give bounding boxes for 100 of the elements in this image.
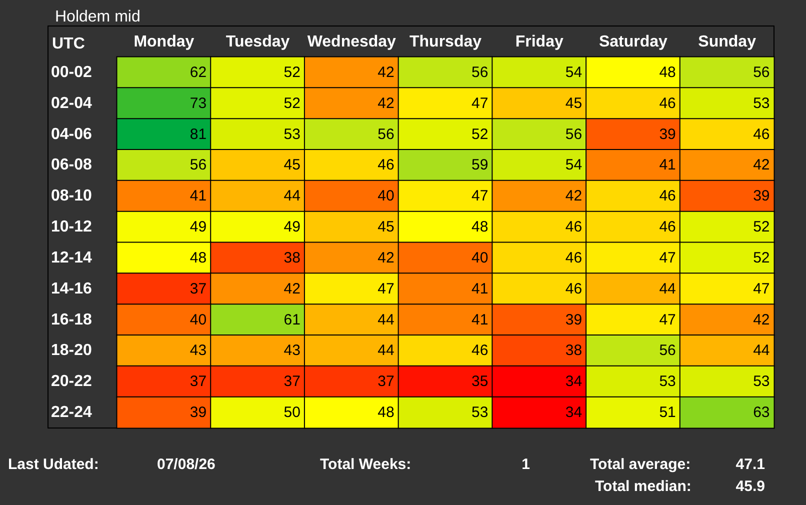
text: 07/08/26 <box>157 456 216 473</box>
data-label: 41 <box>471 280 488 298</box>
text: Total average: <box>590 456 691 473</box>
data-label: 52 <box>284 64 300 81</box>
y-tick-label: 20-22 <box>51 373 92 390</box>
data-label: 56 <box>753 64 770 81</box>
data-label: 42 <box>378 94 394 112</box>
data-label: 53 <box>659 373 676 390</box>
data-label: 48 <box>378 404 394 422</box>
data-label: 37 <box>378 373 394 390</box>
data-label: 40 <box>190 311 207 328</box>
data-label: 50 <box>284 404 300 422</box>
x-tick-label: Friday <box>515 34 564 50</box>
data-label: 44 <box>378 311 394 328</box>
data-label: 47 <box>659 249 676 266</box>
y-tick-label: 16-18 <box>51 311 92 328</box>
chart-title: Holdem mid <box>55 8 140 26</box>
y-tick-label: 08-10 <box>51 188 92 205</box>
data-label: 49 <box>284 218 300 236</box>
data-label: 37 <box>190 280 207 298</box>
data-label: 44 <box>753 342 770 360</box>
data-label: 53 <box>753 94 770 112</box>
data-label: 48 <box>190 249 207 266</box>
data-label: 46 <box>378 156 394 174</box>
data-label: 53 <box>284 126 300 143</box>
text: 1 <box>522 456 530 473</box>
y-tick-label: 10-12 <box>51 218 92 236</box>
data-label: 61 <box>284 311 300 328</box>
data-label: 56 <box>471 64 488 81</box>
data-label: 52 <box>753 249 770 266</box>
data-label: 46 <box>659 188 676 205</box>
data-label: 56 <box>565 126 582 143</box>
data-label: 53 <box>753 373 770 390</box>
data-label: 52 <box>471 126 488 143</box>
y-tick-label: 00-02 <box>51 64 92 81</box>
y-tick-label: 02-04 <box>51 94 92 112</box>
text: 45.9 <box>736 478 766 495</box>
data-label: 37 <box>190 373 207 390</box>
data-label: 56 <box>190 156 207 174</box>
x-tick-label: Saturday <box>598 34 668 50</box>
data-label: 40 <box>378 188 394 205</box>
data-label: 53 <box>471 404 488 422</box>
data-label: 49 <box>190 218 207 236</box>
x-tick-label: Thursday <box>409 34 482 50</box>
data-label: 81 <box>190 126 207 143</box>
data-label: 38 <box>565 342 582 360</box>
data-label: 51 <box>659 404 676 422</box>
data-label: 38 <box>284 249 300 266</box>
data-label: 47 <box>471 94 488 112</box>
y-tick-label: 14-16 <box>51 280 92 298</box>
y-tick-label: 22-24 <box>51 404 92 422</box>
data-label: 62 <box>190 64 207 81</box>
data-label: 46 <box>565 280 582 298</box>
data-label: 34 <box>565 373 582 390</box>
text: Last Udated: <box>8 456 99 473</box>
y-tick-label: 18-20 <box>51 342 92 360</box>
data-label: 35 <box>471 373 488 390</box>
text: Total median: <box>595 478 692 495</box>
x-tick-label: Monday <box>134 34 194 50</box>
text: 47.1 <box>736 456 766 473</box>
data-label: 44 <box>659 280 676 298</box>
data-label: 47 <box>659 311 676 328</box>
data-label: 42 <box>753 311 770 328</box>
data-label: 46 <box>565 218 582 236</box>
data-label: 48 <box>659 64 676 81</box>
data-label: 42 <box>284 280 300 298</box>
data-label: 41 <box>659 156 676 174</box>
data-label: 42 <box>753 156 770 174</box>
data-label: 52 <box>753 218 770 236</box>
data-label: 47 <box>753 280 770 298</box>
y-tick-label: 12-14 <box>51 249 92 266</box>
data-label: 47 <box>471 188 488 205</box>
data-label: 39 <box>659 126 676 143</box>
data-label: 39 <box>190 404 207 422</box>
data-label: 45 <box>565 94 582 112</box>
data-label: 45 <box>378 218 394 236</box>
text: Total Weeks: <box>320 456 412 473</box>
data-label: 52 <box>284 94 300 112</box>
data-label: 59 <box>471 156 488 174</box>
data-label: 56 <box>659 342 676 360</box>
data-label: 44 <box>284 188 300 205</box>
data-label: 42 <box>565 188 582 205</box>
data-label: 54 <box>565 64 582 81</box>
x-tick-label: Wednesday <box>307 34 396 50</box>
data-label: 54 <box>565 156 582 174</box>
data-label: 45 <box>284 156 300 174</box>
x-tick-label: Sunday <box>698 34 756 50</box>
data-label: 39 <box>753 188 770 205</box>
data-label: 41 <box>471 311 488 328</box>
data-label: 47 <box>378 280 394 298</box>
y-tick-label: 04-06 <box>51 126 92 143</box>
data-label: 46 <box>471 342 488 360</box>
y-axis-title: UTC <box>52 36 86 52</box>
data-label: 43 <box>190 342 207 360</box>
data-label: 44 <box>378 342 394 360</box>
data-label: 42 <box>378 249 394 266</box>
data-label: 73 <box>190 94 207 112</box>
data-label: 46 <box>753 126 770 143</box>
data-label: 43 <box>284 342 300 360</box>
data-label: 34 <box>565 404 582 422</box>
